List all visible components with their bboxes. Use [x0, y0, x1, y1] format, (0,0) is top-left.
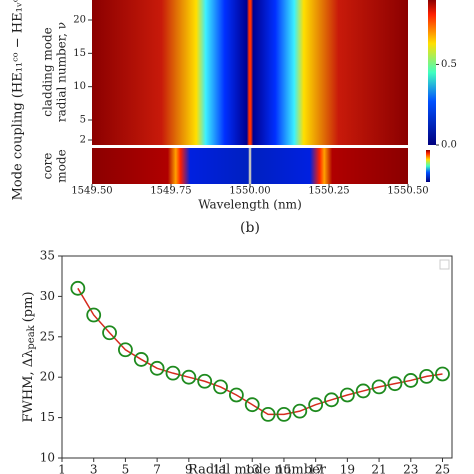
marker: [403, 373, 419, 388]
marker: [435, 366, 450, 382]
marker: [371, 379, 387, 395]
x-tick-label: 13: [245, 463, 260, 474]
marker: [118, 342, 133, 358]
y-tick-label: 20: [40, 370, 55, 384]
x-tick-label: 1: [58, 463, 66, 474]
marker: [339, 387, 355, 403]
x-tick-label: 7: [153, 463, 161, 474]
y-tick-label: 2: [80, 135, 86, 146]
y-label: Mode coupling (HE₁₁ᶜᵒ − HE₁ᵥᶜˡ): [11, 0, 26, 200]
x-tick-label: 11: [213, 463, 228, 474]
x-label: Radial mode number: [188, 463, 327, 474]
y-label-top: cladding mode: [41, 27, 55, 117]
y-label: FWHM, Δλpeak (pm): [21, 291, 37, 422]
y-tick-label: 25: [40, 329, 55, 343]
panel-label: (b): [240, 220, 260, 236]
x-tick-label: 1550.25: [308, 186, 349, 197]
marker: [387, 376, 403, 392]
colorbar-small: [426, 150, 430, 182]
marker: [276, 406, 292, 422]
y-tick-label: 30: [40, 289, 55, 303]
y-label-top: radial number, ν: [55, 22, 69, 122]
marker: [165, 365, 181, 381]
x-tick-label: 1549.75: [150, 186, 191, 197]
marker: [308, 397, 324, 413]
colorbar-tick-label: 0.5: [441, 59, 457, 70]
marker: [244, 397, 260, 413]
y-tick-label: 10: [40, 451, 55, 465]
x-tick-label: 1550.00: [229, 186, 270, 197]
y-label-bottom: core: [41, 153, 55, 180]
x-tick-label: 17: [308, 463, 323, 474]
marker: [181, 369, 197, 385]
y-label-sub: peak: [26, 324, 37, 349]
marker: [102, 325, 117, 341]
x-tick-label: 1549.50: [71, 186, 112, 197]
marker: [292, 403, 308, 419]
marker: [260, 406, 276, 422]
y-tick-label: 15: [73, 48, 86, 59]
marker: [228, 387, 244, 403]
x-tick-label: 15: [276, 463, 291, 474]
y-label-unit: (pm): [21, 291, 36, 322]
plot-frame: [61, 255, 453, 459]
marker: [197, 373, 213, 389]
x-tick-label: 1550.50: [387, 186, 428, 197]
marker: [213, 379, 228, 395]
y-label-bottom: mode: [55, 149, 69, 182]
marker: [419, 368, 435, 384]
marker: [324, 392, 339, 408]
marker: [149, 360, 165, 376]
x-tick-label: 19: [340, 463, 355, 474]
x-label: Wavelength (nm): [198, 198, 302, 212]
marker: [355, 383, 371, 399]
y-tick-label: 35: [40, 249, 55, 263]
y-tick-label: 20: [73, 15, 86, 26]
y-tick-label: 15: [40, 410, 55, 424]
x-tick-label: 3: [90, 463, 98, 474]
colorbar-tick-label: 0.0: [441, 140, 457, 151]
x-tick-label: 23: [403, 463, 418, 474]
marker: [70, 280, 86, 296]
marker: [86, 307, 102, 323]
y-tick-label: 10: [73, 81, 86, 92]
x-tick-label: 21: [371, 463, 386, 474]
x-tick-label: 25: [435, 463, 450, 474]
legend-box: [439, 259, 450, 270]
y-tick-label: 5: [80, 115, 86, 126]
heatmap: [92, 0, 408, 145]
y-label-main: FWHM, Δλ: [21, 350, 36, 423]
colorbar: [428, 0, 436, 145]
core-strip: [92, 148, 408, 184]
x-tick-label: 9: [185, 463, 193, 474]
x-tick-label: 5: [122, 463, 130, 474]
marker: [133, 352, 149, 367]
series-line: [77, 287, 443, 416]
